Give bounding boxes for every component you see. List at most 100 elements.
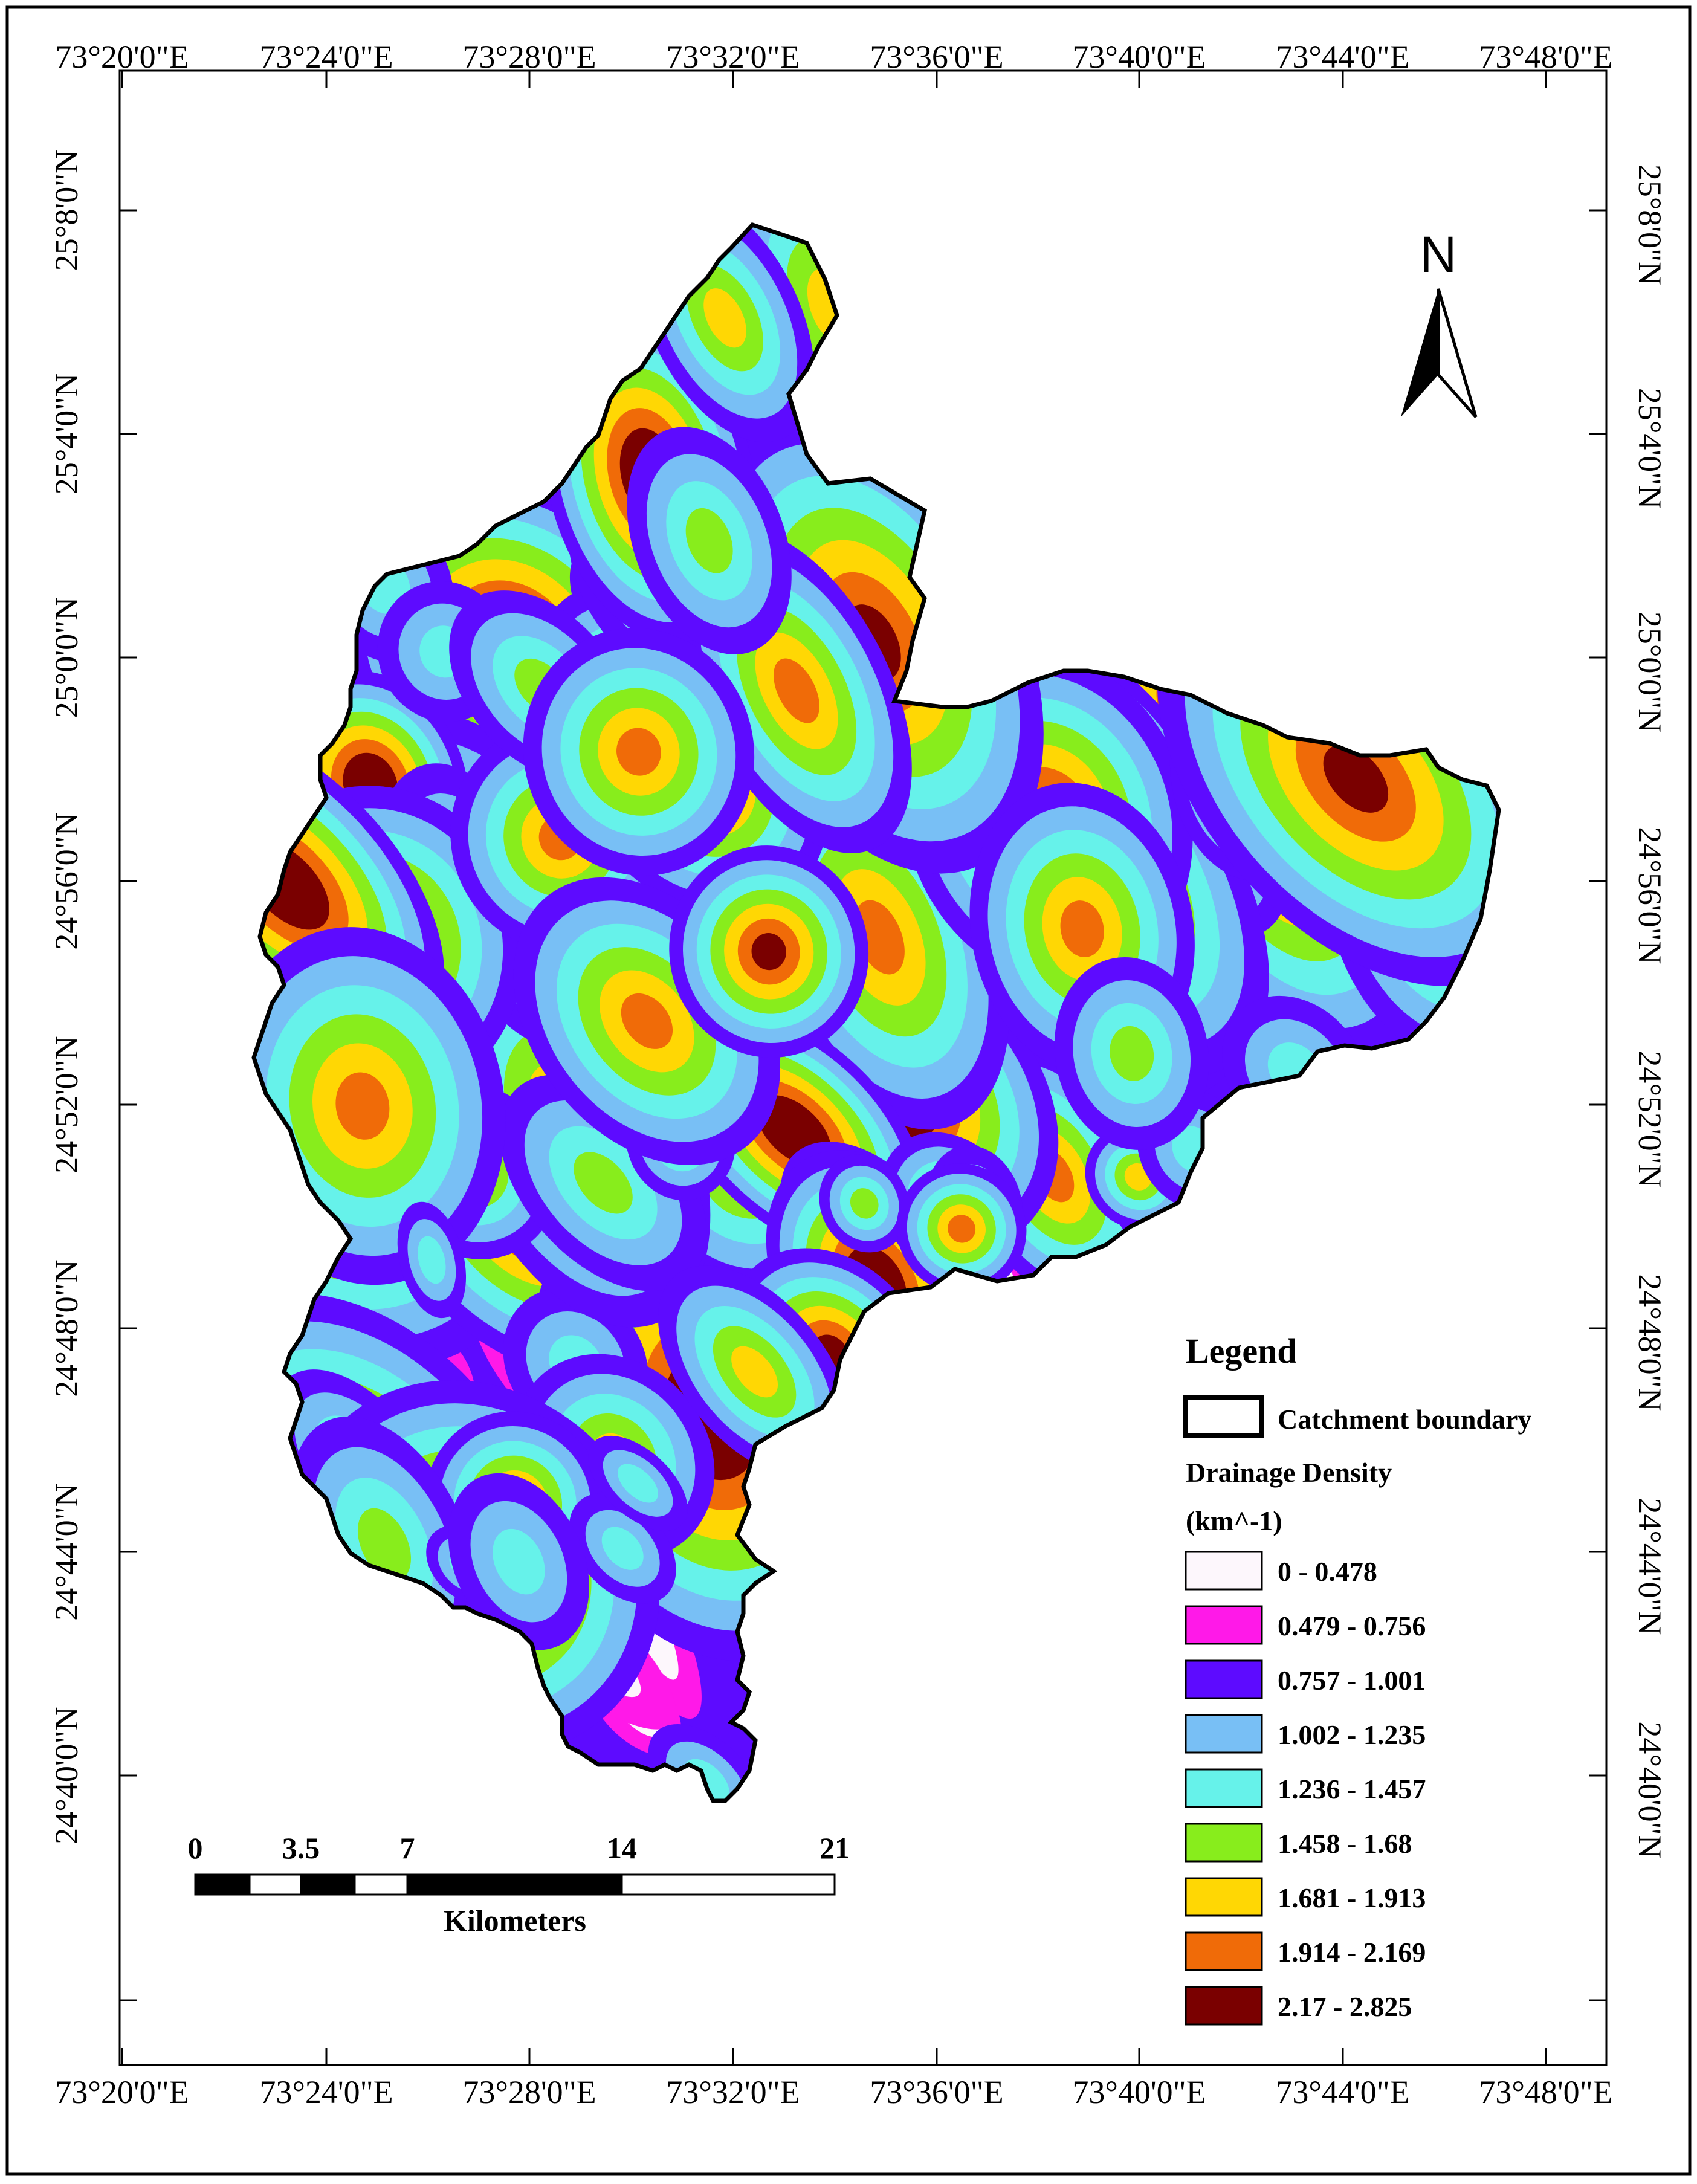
- legend-swatch: [1185, 1877, 1263, 1917]
- left-latitude-label: 24°48'0"N: [48, 1259, 85, 1397]
- scale-segment: [248, 1873, 302, 1896]
- north-arrow-right-half: [1437, 288, 1478, 418]
- right-latitude-label: 24°40'0"N: [1632, 1721, 1668, 1858]
- right-latitude-label: 25°4'0"N: [1632, 388, 1668, 509]
- right-latitude-labels: 25°8'0"N 25°4'0"N 25°0'0"N 24°56'0"N 24°52'0…: [1632, 164, 1668, 1859]
- scale-tick-label: 7: [400, 1831, 415, 1865]
- right-latitude-label: 25°0'0"N: [1632, 612, 1668, 732]
- density-hotspot-ring: [948, 1215, 976, 1243]
- density-hotspot-ring: [335, 1072, 390, 1140]
- left-latitude-label: 24°52'0"N: [48, 1036, 85, 1173]
- top-longitude-label: 73°36'0"E: [870, 39, 1003, 75]
- scale-segment: [300, 1873, 356, 1896]
- top-longitude-labels: 73°20'0"E 73°24'0"E 73°28'0"E 73°32'0"E 73°3…: [55, 39, 1612, 75]
- top-longitude-label: 73°20'0"E: [55, 39, 189, 75]
- legend-classes: 0 - 0.478 0.479 - 0.756 0.757 - 1.001 1.002…: [1185, 1551, 1426, 2026]
- density-hotspot-ring: [621, 993, 673, 1049]
- bottom-longitude-label: 73°40'0"E: [1072, 2074, 1206, 2110]
- scale-segment: [621, 1873, 836, 1896]
- legend-class-label: 1.002 - 1.235: [1278, 1719, 1426, 1750]
- legend-swatch: [1185, 1605, 1263, 1645]
- top-longitude-label: 73°32'0"E: [666, 39, 800, 75]
- density-hotspot-ring: [731, 1346, 778, 1398]
- right-latitude-label: 24°48'0"N: [1632, 1274, 1668, 1411]
- legend-swatch: [1185, 1714, 1263, 1754]
- bottom-longitude-label: 73°48'0"E: [1479, 2074, 1612, 2110]
- legend-class-label: 0.757 - 1.001: [1278, 1665, 1426, 1696]
- bottom-longitude-label: 73°28'0"E: [462, 2074, 596, 2110]
- density-hotspot-ring: [357, 1508, 412, 1581]
- top-longitude-label: 73°28'0"E: [462, 39, 596, 75]
- right-latitude-label: 24°56'0"N: [1632, 827, 1668, 964]
- scale-tick-label: 14: [607, 1831, 637, 1865]
- density-hotspot-ring: [1060, 900, 1104, 957]
- legend-swatch: [1185, 1931, 1263, 1971]
- graticule-ticks: [120, 71, 1606, 2065]
- legend-swatch: [1185, 1986, 1263, 2026]
- bottom-longitude-label: 73°32'0"E: [666, 2074, 800, 2110]
- legend-class-label: 0 - 0.478: [1278, 1556, 1377, 1587]
- density-hotspot-ring: [618, 1464, 659, 1503]
- scale-tick-labels: 0 3.5 7 14 21: [188, 1831, 850, 1865]
- density-hotspot-ring: [685, 508, 733, 573]
- legend-class-label: 2.17 - 2.825: [1278, 1991, 1412, 2022]
- scale-tick-label: 0: [188, 1831, 203, 1865]
- density-hotspot-ring: [574, 1152, 633, 1214]
- left-latitude-label: 24°56'0"N: [48, 812, 85, 949]
- density-hotspot-ring: [418, 1236, 446, 1284]
- left-latitude-label: 25°0'0"N: [48, 597, 85, 718]
- legend-swatch: [1185, 1768, 1263, 1808]
- north-arrow-left-half: [1401, 289, 1438, 417]
- bottom-longitude-label: 73°20'0"E: [55, 2074, 189, 2110]
- density-hotspot-ring: [616, 728, 661, 776]
- bottom-longitude-label: 73°44'0"E: [1276, 2074, 1409, 2110]
- legend-swatch: [1185, 1659, 1263, 1699]
- north-label: N: [1420, 226, 1457, 283]
- map-frame: [118, 69, 1608, 2066]
- drainage-density-raster: [254, 225, 1499, 1801]
- legend-class-label: 1.236 - 1.457: [1278, 1774, 1426, 1804]
- density-hotspot-ring: [1323, 745, 1389, 813]
- density-hotspot-ring: [493, 1528, 545, 1595]
- legend-swatch: [1185, 1823, 1263, 1863]
- legend-swatch: [1185, 1551, 1263, 1591]
- scale-segment: [194, 1873, 251, 1896]
- scale-segment: [406, 1873, 623, 1896]
- density-title: Drainage Density: [1186, 1457, 1392, 1488]
- bottom-longitude-label: 73°36'0"E: [870, 2074, 1003, 2110]
- left-latitude-label: 25°4'0"N: [48, 373, 85, 494]
- density-unit: (km^-1): [1186, 1505, 1282, 1536]
- scale-tick-label: 3.5: [282, 1831, 320, 1865]
- scale-segment: [354, 1873, 409, 1896]
- density-hotspot-ring: [774, 658, 819, 723]
- top-longitude-label: 73°24'0"E: [259, 39, 393, 75]
- catchment-boundary: [251, 222, 1501, 1803]
- legend-class-label: 1.914 - 2.169: [1278, 1937, 1426, 1968]
- bottom-longitude-labels: 73°20'0"E 73°24'0"E 73°28'0"E 73°32'0"E 73°3…: [55, 2074, 1612, 2110]
- scale-bar: 0 3.5 7 14 21 Kilometers: [188, 1831, 850, 1937]
- raster-blobs: [254, 225, 1499, 1801]
- top-longitude-label: 73°44'0"E: [1276, 39, 1409, 75]
- legend-class-label: 1.458 - 1.68: [1278, 1828, 1412, 1859]
- density-hotspot-ring: [1110, 1026, 1154, 1081]
- density-hotspot-ring: [850, 1188, 879, 1219]
- bottom-longitude-label: 73°24'0"E: [259, 2074, 393, 2110]
- top-longitude-label: 73°48'0"E: [1479, 39, 1612, 75]
- catchment-boundary-label: Catchment boundary: [1278, 1404, 1531, 1435]
- catchment-boundary-swatch: [1183, 1395, 1264, 1438]
- right-latitude-label: 25°8'0"N: [1632, 164, 1668, 285]
- scale-bar-segments: [194, 1873, 836, 1896]
- top-longitude-label: 73°40'0"E: [1072, 39, 1206, 75]
- legend-class-label: 1.681 - 1.913: [1278, 1882, 1426, 1913]
- scale-tick-label: 21: [819, 1831, 850, 1865]
- right-latitude-label: 24°52'0"N: [1632, 1050, 1668, 1187]
- left-latitude-labels: 25°8'0"N 25°4'0"N 25°0'0"N 24°56'0"N 24°52'0…: [48, 150, 85, 1844]
- legend-title: Legend: [1186, 1331, 1297, 1371]
- outer-frame: [5, 5, 1692, 2176]
- north-arrow: N: [1401, 226, 1478, 418]
- legend: Legend Catchment boundary Drainage Densi…: [1183, 1331, 1531, 2026]
- left-latitude-label: 25°8'0"N: [48, 150, 85, 271]
- left-latitude-label: 24°40'0"N: [48, 1707, 85, 1844]
